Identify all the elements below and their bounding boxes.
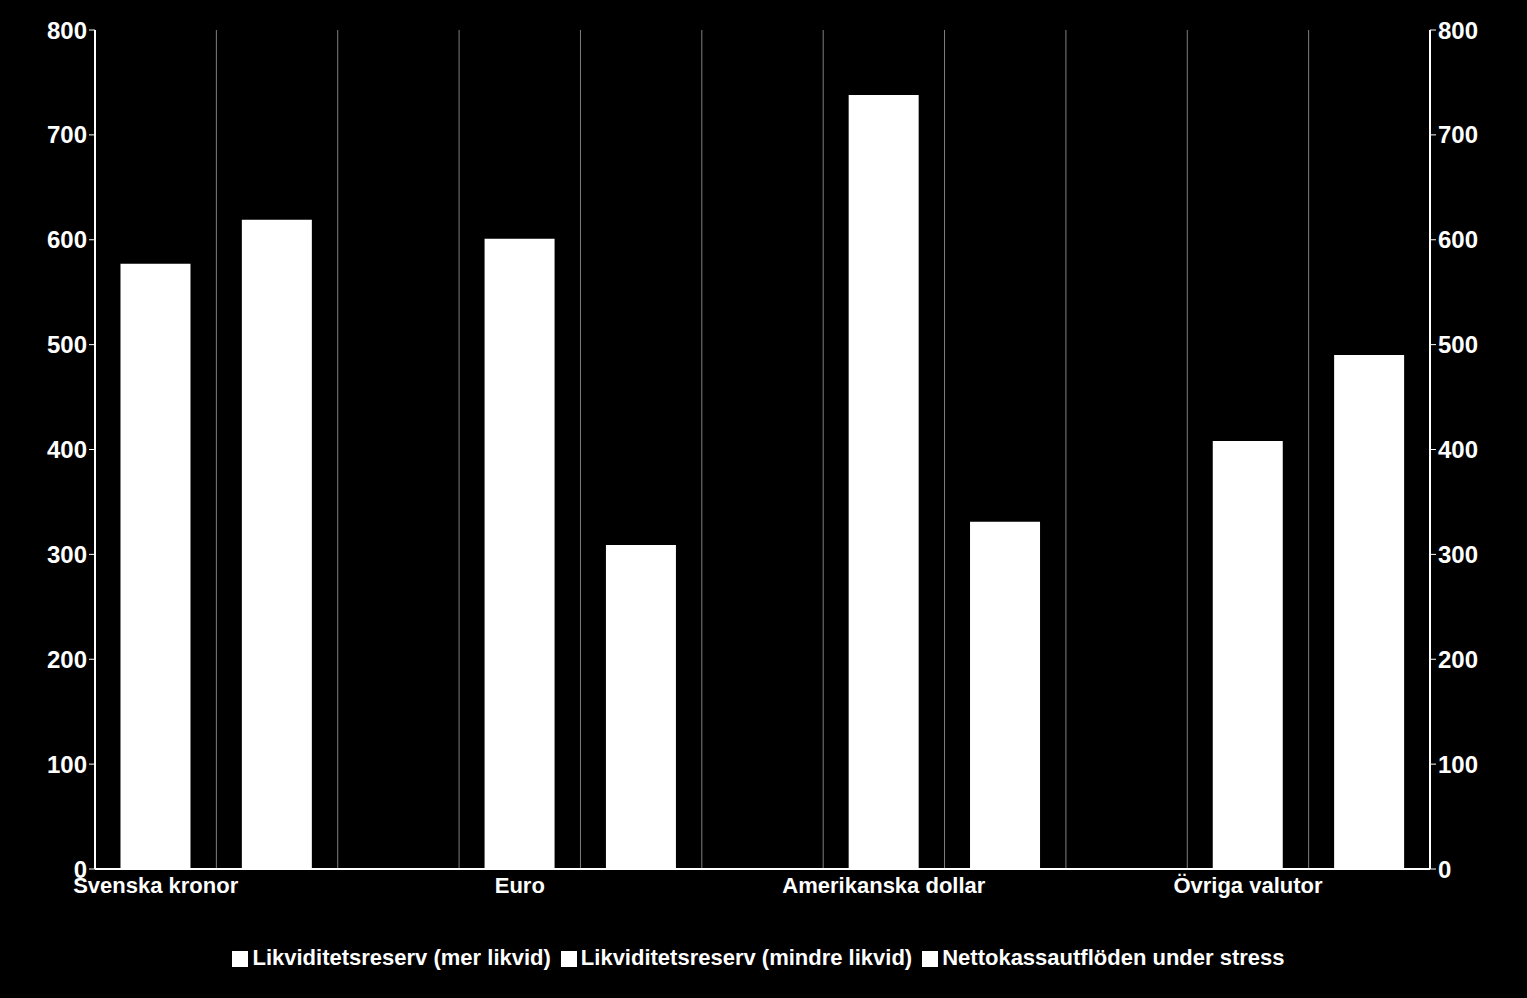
- svg-text:300: 300: [1438, 541, 1478, 568]
- html-text:Nettokassautflöden under stres: Nettokassautflöden under stress: [942, 945, 1285, 970]
- svg-text:0: 0: [1438, 856, 1451, 883]
- svg-text:800: 800: [47, 17, 87, 44]
- html-text:Likviditetsreserv (mindre likv: Likviditetsreserv (mindre likvid): [580, 945, 913, 970]
- svg-text:500: 500: [1438, 331, 1478, 358]
- svg-text:700: 700: [1438, 121, 1478, 148]
- svg-text:100: 100: [1438, 751, 1478, 778]
- svg-text:0: 0: [74, 856, 87, 883]
- svg-text:300: 300: [47, 541, 87, 568]
- svg-text:600: 600: [1438, 226, 1478, 253]
- svg-text:100: 100: [47, 751, 87, 778]
- svg-text:700: 700: [47, 121, 87, 148]
- svg-text:Amerikanska dollar: Amerikanska dollar: [782, 873, 985, 898]
- svg-text:200: 200: [1438, 646, 1478, 673]
- svg-text:Euro: Euro: [495, 873, 545, 898]
- svg-text:600: 600: [47, 226, 87, 253]
- svg-text:Övriga valutor: Övriga valutor: [1173, 873, 1323, 898]
- html-text:Likviditetsreserv (mer likvid): Likviditetsreserv (mer likvid): [252, 945, 551, 970]
- svg-text:Svenska kronor: Svenska kronor: [73, 873, 239, 898]
- svg-text:500: 500: [47, 331, 87, 358]
- svg-text:800: 800: [1438, 17, 1478, 44]
- svg-text:200: 200: [47, 646, 87, 673]
- svg-text:400: 400: [47, 436, 87, 463]
- svg-text:400: 400: [1438, 436, 1478, 463]
